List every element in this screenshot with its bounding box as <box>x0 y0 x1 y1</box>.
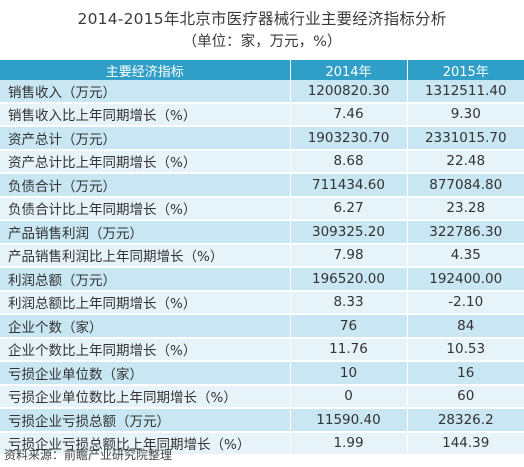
metric-cell: 资产总计（万元） <box>0 126 291 151</box>
table-row: 利润总额（万元） 196520.00 192400.00 <box>0 267 524 292</box>
metric-cell: 亏损企业亏损总额比上年同期增长（%） <box>0 431 291 456</box>
table-row: 亏损企业亏损总额（万元） 11590.40 28326.2 <box>0 408 524 433</box>
value-2015-cell: 1312511.40 <box>407 80 524 104</box>
value-2014-cell: 76 <box>290 314 408 339</box>
table-row: 产品销售利润比上年同期增长（%） 7.98 4.35 <box>0 243 524 268</box>
table-row: 负债合计（万元） 711434.60 877084.80 <box>0 173 524 198</box>
value-2014-cell: 11590.40 <box>290 408 408 433</box>
metric-cell: 亏损企业单位数比上年同期增长（%） <box>0 384 291 409</box>
header-year-2014: 2014年 <box>290 60 408 80</box>
metric-cell: 利润总额比上年同期增长（%） <box>0 290 291 315</box>
value-2015-cell: 60 <box>407 384 524 409</box>
value-2015-cell: 2331015.70 <box>407 126 524 151</box>
metric-cell: 资产总计比上年同期增长（%） <box>0 149 291 174</box>
table-row: 利润总额比上年同期增长（%） 8.33 -2.10 <box>0 290 524 315</box>
value-2014-cell: 7.98 <box>290 243 408 268</box>
table-header-row: 主要经济指标 2014年 2015年 <box>0 60 524 80</box>
metric-cell: 产品销售利润（万元） <box>0 220 291 245</box>
value-2015-cell: 9.30 <box>407 102 524 127</box>
value-2015-cell: 10.53 <box>407 337 524 362</box>
table-row: 亏损企业单位数比上年同期增长（%） 0 60 <box>0 384 524 409</box>
value-2015-cell: 4.35 <box>407 243 524 268</box>
table-row: 亏损企业单位数（家） 10 16 <box>0 361 524 386</box>
value-2015-cell: 23.28 <box>407 196 524 221</box>
page-subtitle: （单位：家，万元，%） <box>182 34 342 50</box>
value-2014-cell: 8.68 <box>290 149 408 174</box>
value-2014-cell: 0 <box>290 384 408 409</box>
value-2014-cell: 6.27 <box>290 196 408 221</box>
value-2015-cell: 22.48 <box>407 149 524 174</box>
value-2015-cell: 84 <box>407 314 524 339</box>
metric-cell: 负债合计（万元） <box>0 173 291 198</box>
metric-cell: 企业个数（家） <box>0 314 291 339</box>
value-2014-cell: 1200820.30 <box>290 80 408 104</box>
value-2014-cell: 11.76 <box>290 337 408 362</box>
value-2015-cell: 322786.30 <box>407 220 524 245</box>
metric-cell: 企业个数比上年同期增长（%） <box>0 337 291 362</box>
table-row: 销售收入比上年同期增长（%） 7.46 9.30 <box>0 102 524 127</box>
page-title: 2014-2015年北京市医疗器械行业主要经济指标分析 <box>77 10 447 28</box>
value-2015-cell: -2.10 <box>407 290 524 315</box>
header-metric: 主要经济指标 <box>0 60 291 80</box>
metric-cell: 亏损企业亏损总额（万元） <box>0 408 291 433</box>
value-2015-cell: 28326.2 <box>407 408 524 433</box>
table-row: 销售收入（万元） 1200820.30 1312511.40 <box>0 80 524 104</box>
source-note: 资料来源：前瞻产业研究院整理 <box>4 448 173 462</box>
table-row: 负债合计比上年同期增长（%） 6.27 23.28 <box>0 196 524 221</box>
value-2015-cell: 877084.80 <box>407 173 524 198</box>
table-row: 资产总计（万元） 1903230.70 2331015.70 <box>0 126 524 151</box>
metric-cell: 负债合计比上年同期增长（%） <box>0 196 291 221</box>
value-2014-cell: 1903230.70 <box>290 126 408 151</box>
metric-cell: 亏损企业单位数（家） <box>0 361 291 386</box>
value-2014-cell: 196520.00 <box>290 267 408 292</box>
value-2014-cell: 10 <box>290 361 408 386</box>
table-body: 销售收入（万元） 1200820.30 1312511.40 销售收入比上年同期增长（… <box>0 80 524 456</box>
value-2015-cell: 16 <box>407 361 524 386</box>
value-2014-cell: 7.46 <box>290 102 408 127</box>
value-2014-cell: 309325.20 <box>290 220 408 245</box>
metric-cell: 销售收入（万元） <box>0 80 291 104</box>
table-row: 资产总计比上年同期增长（%） 8.68 22.48 <box>0 149 524 174</box>
metric-cell: 利润总额（万元） <box>0 267 291 292</box>
metric-cell: 产品销售利润比上年同期增长（%） <box>0 243 291 268</box>
value-2014-cell: 1.99 <box>290 431 408 456</box>
table-row: 产品销售利润（万元） 309325.20 322786.30 <box>0 220 524 245</box>
value-2015-cell: 192400.00 <box>407 267 524 292</box>
table-row: 企业个数（家） 76 84 <box>0 314 524 339</box>
value-2015-cell: 144.39 <box>407 431 524 456</box>
metric-cell: 销售收入比上年同期增长（%） <box>0 102 291 127</box>
table-row: 亏损企业亏损总额比上年同期增长（%） 1.99 144.39 <box>0 431 524 456</box>
indicator-table: 主要经济指标 2014年 2015年 销售收入（万元） 1200820.30 131… <box>0 60 524 456</box>
table-row: 企业个数比上年同期增长（%） 11.76 10.53 <box>0 337 524 362</box>
header-year-2015: 2015年 <box>407 60 524 80</box>
value-2014-cell: 8.33 <box>290 290 408 315</box>
value-2014-cell: 711434.60 <box>290 173 408 198</box>
